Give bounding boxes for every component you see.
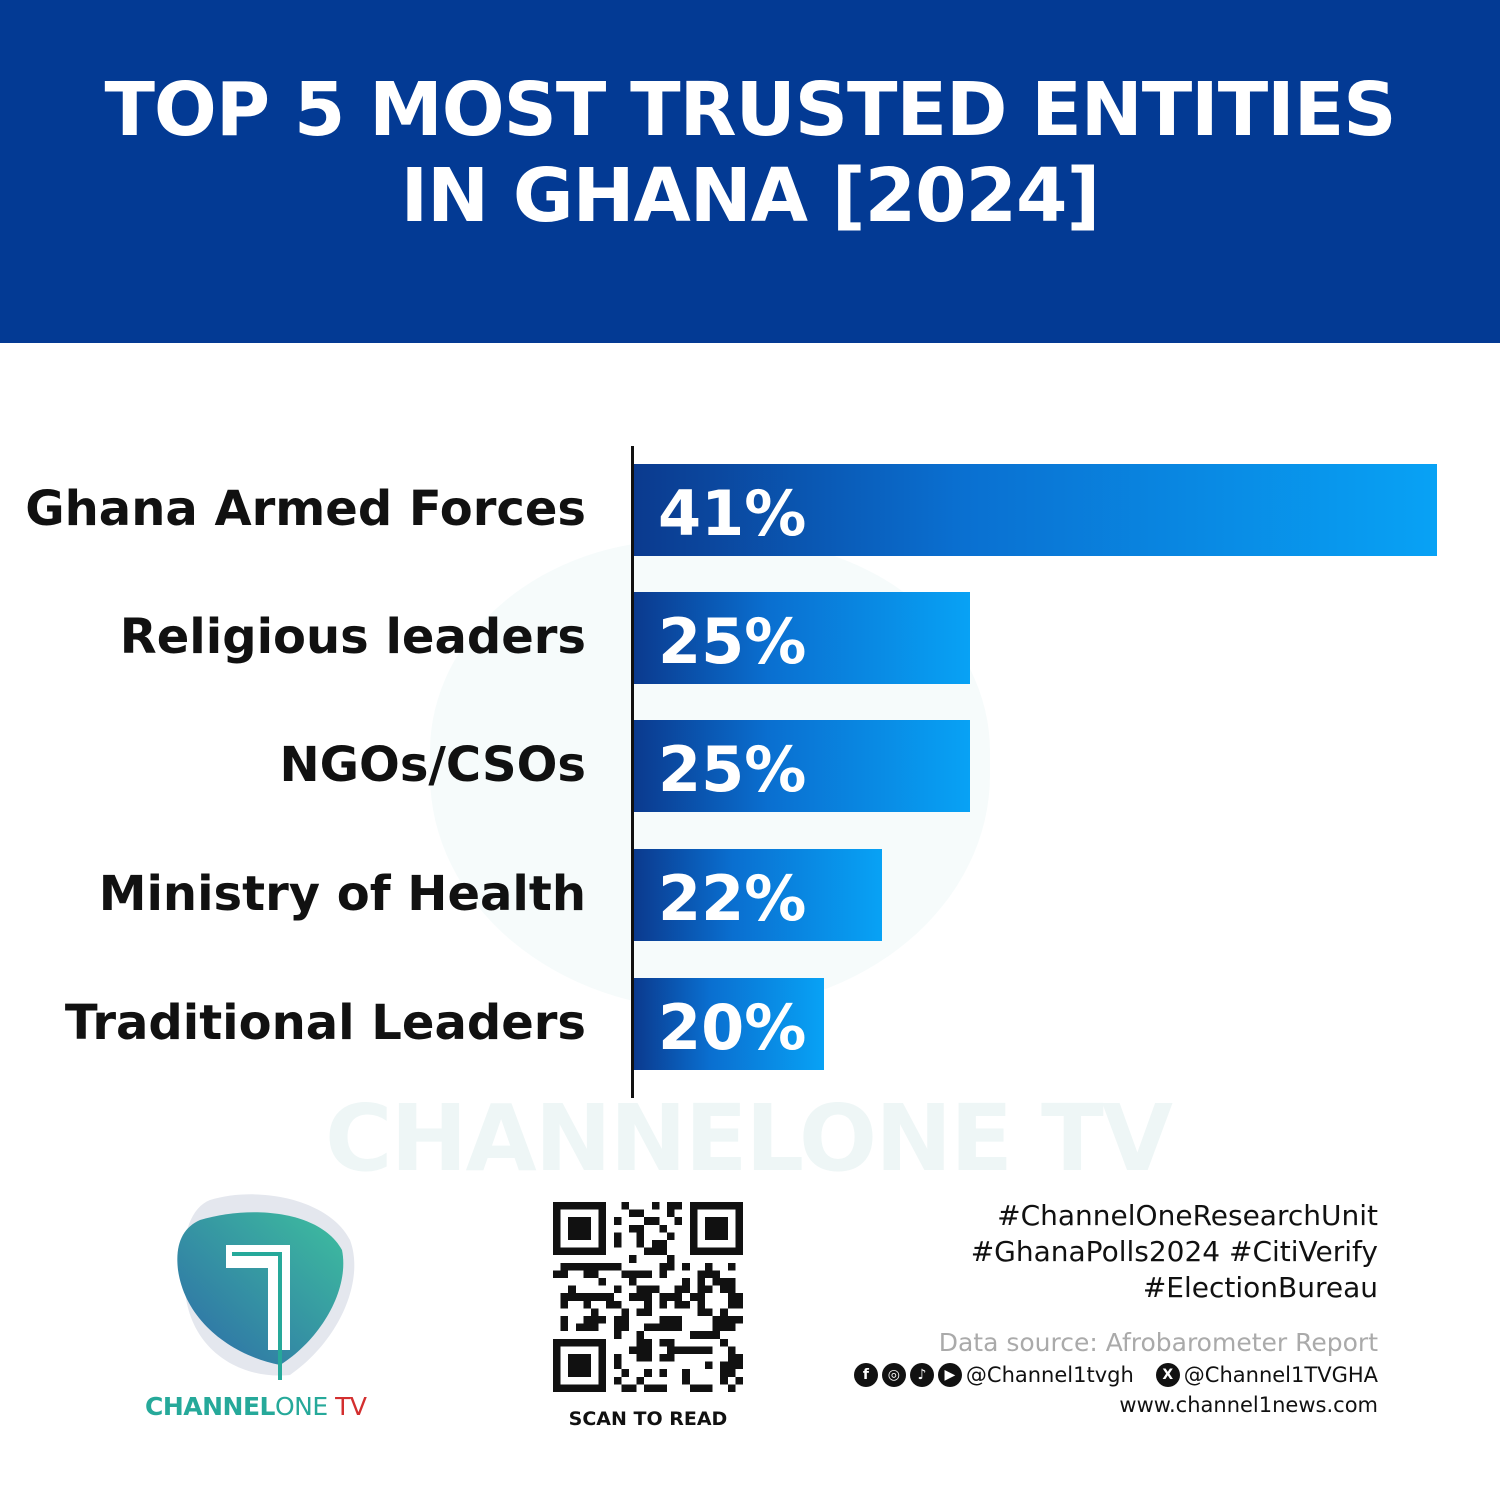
bar: 25% — [634, 592, 970, 684]
channelone-logo-icon — [177, 1194, 355, 1380]
social-row: f ◎ ♪ ▶ @Channel1tvgh X @Channel1TVGHA — [853, 1363, 1378, 1387]
bar: 41% — [634, 464, 1437, 556]
value-label: 25% — [658, 733, 807, 806]
website-link[interactable]: www.channel1news.com — [1119, 1393, 1378, 1417]
value-label: 20% — [658, 991, 807, 1064]
value-label: 22% — [658, 862, 807, 935]
facebook-icon[interactable]: f — [853, 1363, 878, 1387]
page-title: TOP 5 MOST TRUSTED ENTITIES IN GHANA [20… — [104, 66, 1396, 239]
y-axis-line — [631, 446, 634, 1098]
tiktok-icon[interactable]: ♪ — [909, 1363, 934, 1387]
bar: 20% — [634, 978, 824, 1070]
hashtag-line: #ChannelOneResearchUnit — [997, 1199, 1378, 1232]
qr-caption: SCAN TO READ — [568, 1408, 728, 1430]
hashtag-line: #GhanaPolls2024 #CitiVerify — [970, 1235, 1378, 1268]
title-line-2: IN GHANA [2024] — [400, 152, 1101, 239]
category-label: Traditional Leaders — [64, 995, 586, 1051]
category-label: Ghana Armed Forces — [25, 481, 586, 537]
watermark-text: CHANNELONE TV — [325, 1085, 1173, 1192]
x-handle[interactable]: @Channel1TVGHA — [1183, 1363, 1378, 1387]
title-line-1: TOP 5 MOST TRUSTED ENTITIES — [104, 66, 1396, 153]
footer-info: #ChannelOneResearchUnit #GhanaPolls2024 … — [853, 1198, 1378, 1417]
bar: 25% — [634, 720, 970, 812]
category-label: Religious leaders — [119, 609, 586, 665]
youtube-icon[interactable]: ▶ — [937, 1363, 962, 1387]
category-label: Ministry of Health — [98, 866, 586, 922]
value-label: 25% — [658, 605, 807, 678]
value-label: 41% — [658, 477, 807, 550]
logo-wordmark: CHANNELONE TV — [145, 1392, 367, 1421]
social-handle[interactable]: @Channel1tvgh — [965, 1363, 1134, 1387]
hashtag-line: #ElectionBureau — [1142, 1271, 1378, 1304]
x-icon[interactable]: X — [1155, 1363, 1180, 1387]
bar: 22% — [634, 849, 882, 941]
instagram-icon[interactable]: ◎ — [881, 1363, 906, 1387]
qr-code[interactable] — [553, 1202, 743, 1392]
category-label: NGOs/CSOs — [279, 737, 586, 793]
data-source: Data source: Afrobarometer Report — [938, 1328, 1378, 1357]
header-banner: TOP 5 MOST TRUSTED ENTITIES IN GHANA [20… — [0, 0, 1500, 343]
